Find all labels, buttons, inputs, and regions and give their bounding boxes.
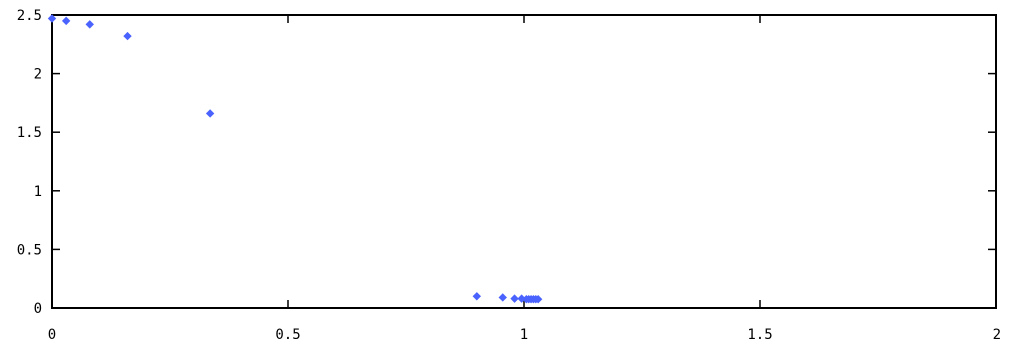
data-point: [47, 14, 57, 23]
y-tick-label: 2.5: [17, 8, 42, 24]
x-tick-label: 1.5: [747, 327, 772, 343]
y-tick-label: 1.5: [17, 125, 42, 141]
y-tick-label: 2: [34, 67, 42, 83]
plot-area-frame: [51, 14, 997, 309]
x-tick-label: 2: [993, 327, 1001, 343]
y-tick-label: 0.5: [17, 242, 42, 258]
data-point: [61, 16, 71, 26]
data-point: [472, 292, 482, 301]
y-tick-label: 1: [34, 184, 42, 200]
data-point: [510, 294, 519, 303]
data-point: [123, 31, 132, 41]
x-tick-label: 1: [520, 327, 528, 343]
data-point: [205, 109, 215, 118]
data-series: [47, 14, 543, 304]
x-axis-ticks: 0 0.5 1 1.5 2: [48, 15, 1001, 343]
y-axis-ticks: 0 0.5 1 1.5 2 2.5: [17, 8, 996, 317]
x-tick-label: 0: [48, 327, 56, 343]
data-point: [85, 20, 94, 29]
y-tick-label: 0: [34, 301, 42, 317]
data-point: [498, 293, 507, 302]
x-tick-label: 0.5: [275, 327, 300, 343]
data-point: [533, 295, 543, 304]
